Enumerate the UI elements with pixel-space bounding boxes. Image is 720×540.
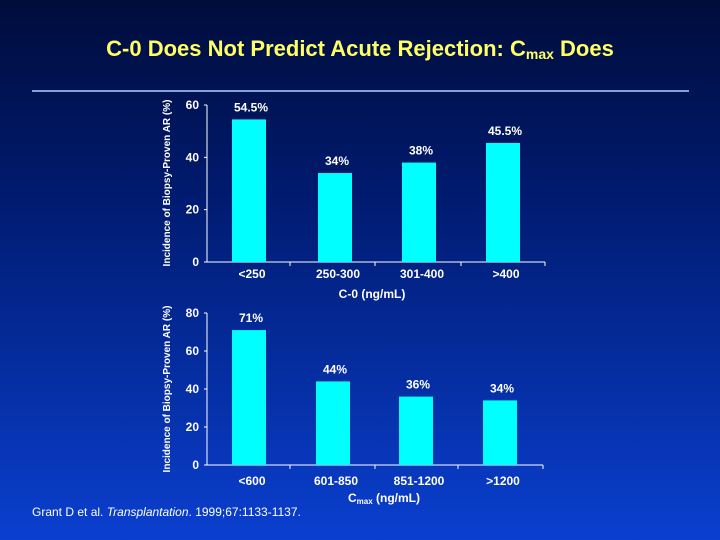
slide-title: C-0 Does Not Predict Acute Rejection: Cm… (106, 36, 614, 62)
x-axis-title-sub: max (357, 497, 374, 506)
data-label: 34% (490, 381, 514, 395)
y-tick-label: 0 (192, 255, 199, 269)
data-label: 38% (409, 144, 433, 158)
y-tick-label: 0 (192, 458, 199, 472)
category-label: 250-300 (316, 267, 360, 281)
data-label: 44% (323, 362, 347, 376)
bar (232, 119, 266, 263)
category-label: 601-850 (314, 474, 358, 488)
y-tick-label: 60 (186, 344, 200, 358)
category-label: 851-1200 (394, 474, 445, 488)
x-axis-title-suffix: (ng/mL) (373, 491, 420, 505)
category-label: >400 (492, 267, 519, 281)
y-axis-title: Incidence of Biopsy-Proven AR (%) (162, 306, 173, 473)
data-label: 71% (239, 311, 263, 325)
bar (486, 142, 520, 262)
category-label: <250 (238, 267, 265, 281)
citation: Grant D et al. Transplantation. 1999;67:… (32, 505, 301, 519)
bar (399, 396, 433, 465)
y-tick-label: 20 (186, 420, 200, 434)
y-tick-label: 40 (186, 150, 200, 164)
category-label: 301-400 (400, 267, 444, 281)
y-tick-label: 60 (186, 98, 200, 112)
data-label: 34% (325, 154, 349, 168)
data-label: 54.5% (234, 100, 268, 114)
y-tick-label: 20 (186, 203, 200, 217)
bar (483, 400, 517, 465)
data-label: 36% (406, 378, 430, 392)
category-label: <600 (238, 474, 265, 488)
data-label: 45.5% (488, 124, 522, 138)
y-tick-label: 80 (186, 306, 200, 320)
y-axis-title: Incidence of Biopsy-Proven AR (%) (162, 100, 173, 267)
x-axis-title: C-0 (ng/mL) (339, 287, 406, 301)
title-divider (32, 90, 689, 92)
bar (316, 381, 350, 465)
bar (402, 162, 436, 262)
x-axis-title: Cmax (ng/mL) (348, 491, 420, 506)
x-axis-title-main: C (348, 491, 357, 505)
y-tick-label: 40 (186, 382, 200, 396)
bar (232, 330, 266, 465)
bar (318, 173, 352, 262)
category-label: >1200 (486, 474, 520, 488)
